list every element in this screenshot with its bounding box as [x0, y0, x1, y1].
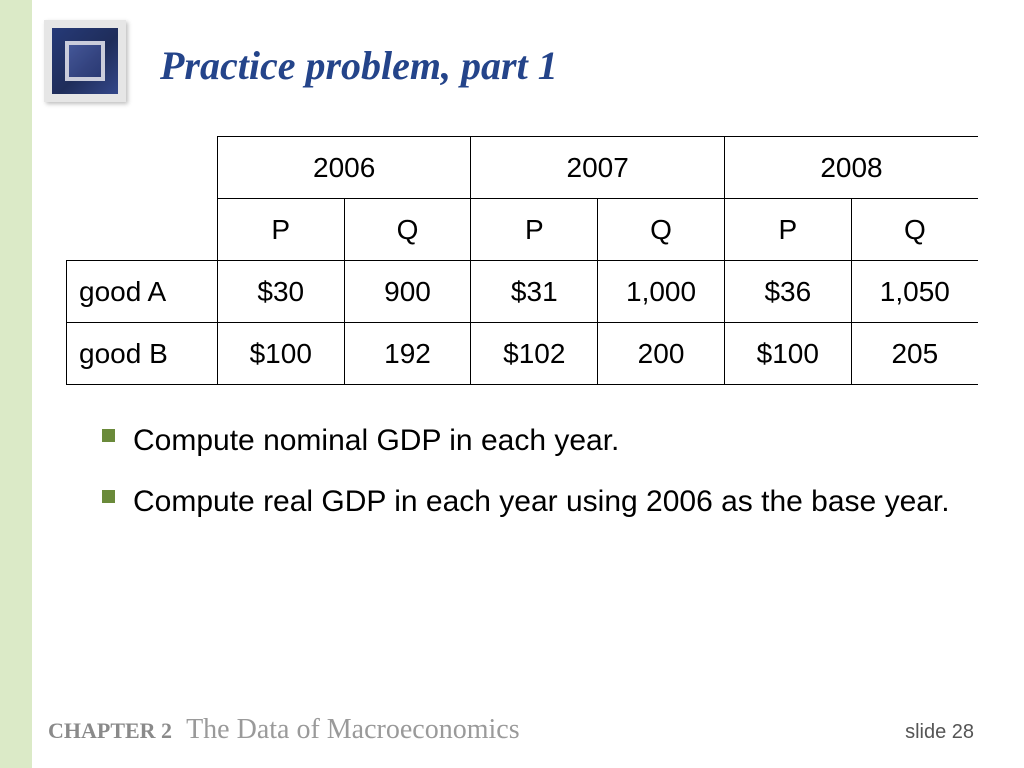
- gdp-data-table: 2006 2007 2008 P Q P Q P Q good A $30 90…: [66, 136, 978, 385]
- subheader-cell: Q: [598, 199, 725, 261]
- chapter-label: CHAPTER 2: [48, 718, 172, 744]
- year-header: 2007: [471, 137, 725, 199]
- data-cell: $100: [724, 323, 851, 385]
- bullet-square-icon: [102, 429, 115, 442]
- data-cell: 1,050: [851, 261, 978, 323]
- data-cell: 900: [344, 261, 471, 323]
- bullet-list: Compute nominal GDP in each year. Comput…: [32, 385, 1024, 522]
- left-sidebar: [0, 0, 32, 768]
- slide-content: Practice problem, part 1 2006 2007 2008 …: [32, 0, 1024, 768]
- list-item: Compute nominal GDP in each year.: [102, 421, 964, 462]
- data-cell: $30: [217, 261, 344, 323]
- data-cell: $102: [471, 323, 598, 385]
- data-cell: $31: [471, 261, 598, 323]
- slide-header: Practice problem, part 1: [32, 0, 1024, 102]
- row-label: good B: [67, 323, 218, 385]
- bullet-square-icon: [102, 490, 115, 503]
- data-cell: 200: [598, 323, 725, 385]
- data-cell: 205: [851, 323, 978, 385]
- subheader-cell: P: [724, 199, 851, 261]
- slide-footer: CHAPTER 2 The Data of Macroeconomics sli…: [32, 714, 1002, 746]
- subheader-cell: Q: [344, 199, 471, 261]
- table-row: good B $100 192 $102 200 $100 205: [67, 323, 979, 385]
- row-label: good A: [67, 261, 218, 323]
- year-header: 2008: [724, 137, 978, 199]
- bullet-text: Compute nominal GDP in each year.: [133, 421, 619, 462]
- subheader-cell: P: [217, 199, 344, 261]
- data-cell: 1,000: [598, 261, 725, 323]
- footer-left: CHAPTER 2 The Data of Macroeconomics: [48, 714, 520, 746]
- table-subheader-row: P Q P Q P Q: [67, 199, 979, 261]
- subheader-cell: Q: [851, 199, 978, 261]
- table-row: good A $30 900 $31 1,000 $36 1,050: [67, 261, 979, 323]
- year-header: 2006: [217, 137, 471, 199]
- bullet-text: Compute real GDP in each year using 2006…: [133, 482, 950, 523]
- data-cell: $36: [724, 261, 851, 323]
- data-cell: $100: [217, 323, 344, 385]
- slide-title: Practice problem, part 1: [160, 20, 558, 89]
- chapter-title: The Data of Macroeconomics: [186, 714, 520, 746]
- data-table-container: 2006 2007 2008 P Q P Q P Q good A $30 90…: [32, 102, 1024, 385]
- table-year-row: 2006 2007 2008: [67, 137, 979, 199]
- decorative-square-icon: [44, 20, 126, 102]
- list-item: Compute real GDP in each year using 2006…: [102, 482, 964, 523]
- slide-number: slide 28: [905, 721, 974, 744]
- data-cell: 192: [344, 323, 471, 385]
- subheader-cell: P: [471, 199, 598, 261]
